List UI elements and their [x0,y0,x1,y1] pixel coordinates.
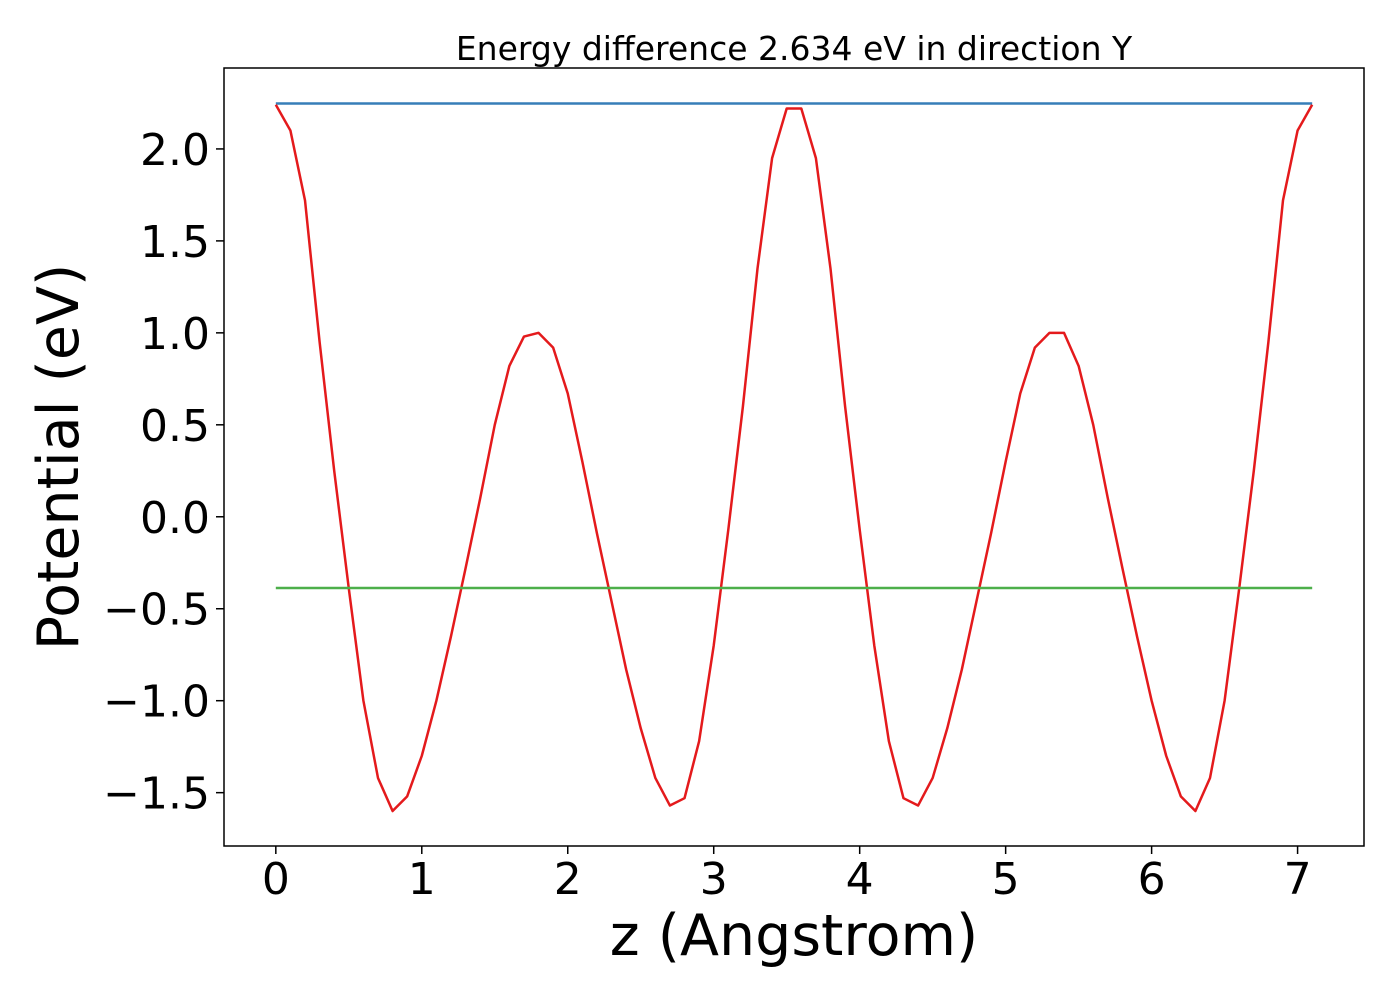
x-tick-label: 2 [554,854,582,905]
y-tick-label: −1.0 [103,677,210,728]
line-series [274,104,1314,813]
y-tick-label: 1.5 [140,217,210,268]
y-axis-label: Potential (eV) [26,264,92,650]
plot-frame [223,67,1365,847]
y-tick-label: −1.5 [103,769,210,820]
x-tick-label: 4 [846,854,874,905]
x-tick-label: 7 [1284,854,1312,905]
x-tick-label: 5 [992,854,1020,905]
x-tick-label: 1 [408,854,436,905]
x-tick-label: 6 [1138,854,1166,905]
x-axis-label: z (Angstrom) [610,903,978,969]
y-tick-label: 1.0 [140,309,210,360]
x-tick-label: 0 [262,854,290,905]
x-tick-label: 3 [700,854,728,905]
y-tick-label: 0.0 [140,493,210,544]
chart-title: Energy difference 2.634 eV in direction … [456,29,1133,68]
y-tick-label: 2.0 [140,125,210,176]
y-tick-label: −0.5 [103,585,210,636]
y-tick-label: 0.5 [140,401,210,452]
